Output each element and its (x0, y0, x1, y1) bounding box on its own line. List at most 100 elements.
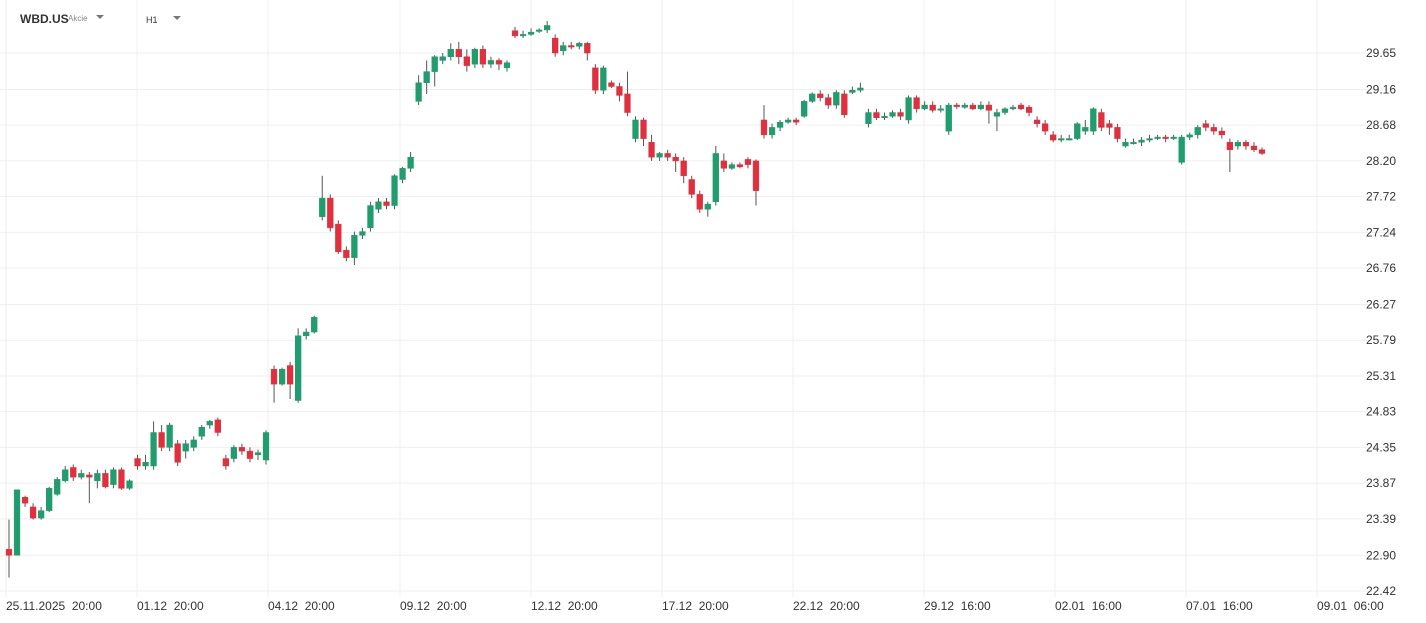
candle (648, 134, 655, 161)
candle (1098, 108, 1105, 132)
candle (182, 439, 189, 459)
candle (1050, 131, 1057, 143)
candle (270, 365, 278, 403)
candle (1186, 132, 1193, 141)
y-tick-label: 25.79 (1366, 333, 1396, 347)
candles (5, 21, 1266, 578)
x-tick-label: 02.01 16:00 (1055, 599, 1122, 613)
candle (503, 60, 511, 72)
y-tick-label: 23.39 (1366, 512, 1396, 526)
x-tick-label: 04.12 20:00 (268, 599, 335, 613)
candle (463, 49, 470, 72)
candle (817, 90, 824, 102)
candle (359, 227, 366, 240)
candle (608, 80, 615, 88)
candle (801, 99, 808, 118)
candle (552, 34, 559, 57)
candle (616, 82, 623, 102)
candle (1074, 122, 1081, 141)
candle (760, 105, 768, 139)
candle (712, 146, 719, 206)
candle (158, 425, 165, 452)
candle (1234, 140, 1242, 150)
candle (953, 102, 960, 109)
x-tick-label: 01.12 20:00 (137, 599, 204, 613)
instrument-type-label: Akcie (68, 14, 88, 23)
candle (214, 417, 221, 437)
candle (206, 419, 213, 429)
candle (1090, 107, 1097, 135)
candle (576, 41, 583, 50)
candle (527, 28, 535, 36)
candle (415, 75, 422, 106)
x-tick-label: 17.12 20:00 (662, 599, 729, 613)
candle (222, 454, 230, 470)
candle (560, 41, 567, 56)
timeframe-dropdown-icon[interactable] (173, 16, 181, 20)
candle (792, 117, 800, 126)
candle (600, 65, 607, 94)
candle (592, 64, 599, 94)
candle (1194, 125, 1201, 139)
candle (134, 454, 141, 470)
candle (897, 108, 904, 120)
candle (841, 90, 848, 118)
candle (664, 149, 671, 161)
timeframe-label[interactable]: H1 (146, 15, 158, 25)
candle (1106, 119, 1113, 135)
x-tick-label: 09.12 20:00 (400, 599, 467, 613)
candle (286, 361, 294, 400)
candle (407, 151, 414, 173)
candle (632, 116, 639, 143)
candle (720, 153, 727, 173)
candle (431, 55, 438, 87)
candle (809, 92, 816, 103)
candle (1178, 134, 1185, 165)
candle (1001, 107, 1009, 115)
candle (728, 162, 736, 170)
symbol-label[interactable]: WBD.US (20, 12, 69, 26)
y-tick-label: 27.72 (1366, 190, 1396, 204)
candle (511, 26, 519, 39)
candle (873, 108, 880, 120)
grid-lines (0, 0, 1395, 597)
candle (1009, 105, 1017, 111)
candle (768, 123, 776, 139)
candle (1170, 134, 1177, 141)
y-tick-label: 27.24 (1366, 225, 1396, 239)
candle (1242, 140, 1250, 150)
candle (319, 175, 326, 221)
candle (13, 489, 21, 556)
candle (495, 58, 503, 71)
candle (945, 102, 952, 135)
candle (1114, 123, 1121, 143)
candle (471, 47, 479, 68)
candle (1218, 127, 1225, 139)
candle (1066, 134, 1073, 141)
y-tick-label: 29.16 (1366, 82, 1396, 96)
candle (70, 464, 77, 481)
candle (21, 495, 29, 507)
candle (166, 422, 173, 452)
candle (519, 30, 527, 39)
candle (535, 28, 543, 33)
symbol-dropdown-icon[interactable] (96, 15, 104, 19)
candle (857, 82, 864, 93)
candle (246, 447, 254, 463)
candle (969, 102, 976, 111)
candle (849, 86, 856, 94)
candle (142, 454, 149, 470)
y-tick-label: 25.31 (1366, 369, 1396, 383)
candle (335, 220, 342, 254)
candle (656, 151, 663, 161)
candle (150, 421, 157, 470)
candle (327, 194, 334, 232)
candle (423, 60, 430, 94)
candle (367, 201, 374, 232)
y-tick-label: 29.65 (1366, 46, 1396, 60)
candle (37, 506, 45, 520)
candle (174, 439, 181, 466)
candle (391, 174, 398, 210)
x-tick-label: 29.12 16:00 (924, 599, 991, 613)
